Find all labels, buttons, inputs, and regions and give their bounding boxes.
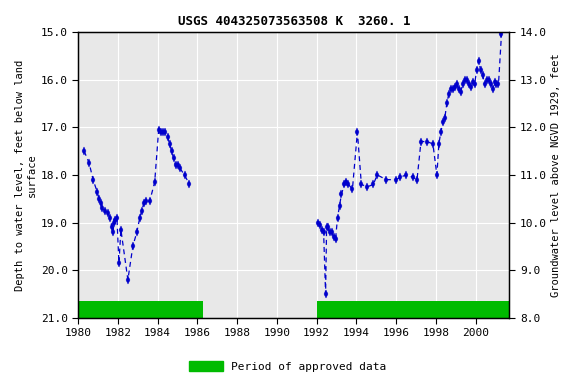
Y-axis label: Groundwater level above NGVD 1929, feet: Groundwater level above NGVD 1929, feet — [551, 53, 561, 297]
Bar — [317, 301, 509, 318]
Bar — [78, 301, 203, 318]
Y-axis label: Depth to water level, feet below land
surface: Depth to water level, feet below land su… — [15, 59, 37, 291]
Title: USGS 404325073563508 K  3260. 1: USGS 404325073563508 K 3260. 1 — [177, 15, 410, 28]
Legend: Period of approved data: Period of approved data — [185, 357, 391, 377]
